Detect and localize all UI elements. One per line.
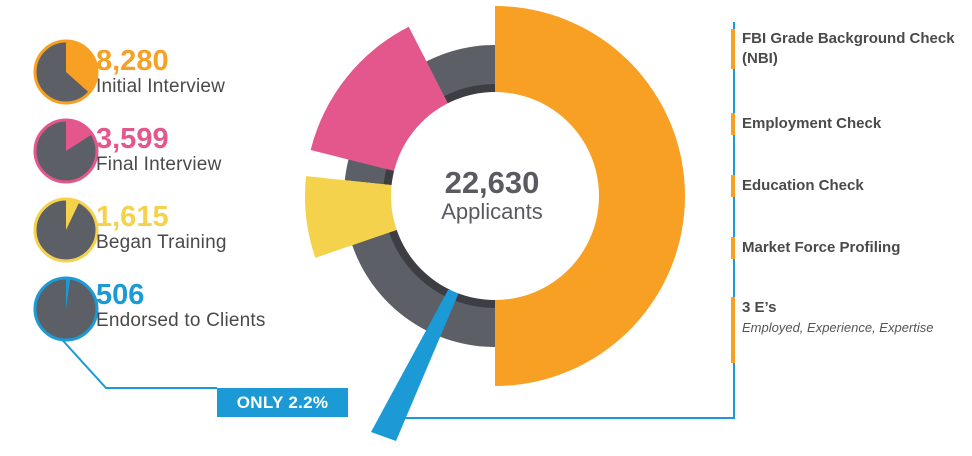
check-title: 3 E’s [742, 299, 777, 316]
check-fbi-background: FBI Grade Background Check (NBI) [742, 29, 962, 69]
stat-value: 3,599 [96, 123, 169, 155]
stat-pie-base [35, 199, 97, 261]
stat-label: Endorsed to Clients [96, 310, 266, 331]
check-market-force-profiling: Market Force Profiling [742, 238, 900, 258]
check-marker [731, 237, 735, 259]
stat-pies [33, 39, 99, 342]
check-subtitle: Employed, Experience, Expertise [742, 320, 934, 335]
center-total: 22,630 Applicants [400, 166, 584, 224]
check-marker [731, 297, 735, 363]
stat-pie-outline [33, 39, 99, 105]
check-education: Education Check [742, 176, 864, 196]
total-applicants-value: 22,630 [444, 165, 540, 200]
stat-final-interview: 3,599 Final Interview [96, 124, 222, 176]
stat-pie-slice [66, 278, 71, 309]
check-title: Market Force Profiling [742, 239, 901, 256]
check-employment: Employment Check [742, 114, 881, 134]
stat-label: Initial Interview [96, 76, 226, 97]
stat-began-training: 1,615 Began Training [96, 202, 227, 254]
check-markers [731, 29, 735, 363]
endorsed-connector-line [45, 321, 217, 389]
stat-initial-interview: 8,280 Initial Interview [96, 46, 225, 98]
stat-value: 506 [96, 279, 145, 311]
stat-pie-slice [66, 199, 80, 230]
stat-label: Began Training [96, 232, 227, 253]
stat-endorsed-to-clients: 506 Endorsed to Clients [96, 280, 266, 332]
stat-value: 8,280 [96, 45, 169, 77]
check-marker [731, 29, 735, 69]
check-marker [731, 113, 735, 135]
only-percent-badge: ONLY 2.2% [217, 388, 348, 417]
endorsed-wedge [371, 290, 460, 441]
stat-pie-outline [33, 118, 99, 184]
stat-value: 1,615 [96, 201, 169, 233]
stat-pie-outline [33, 276, 99, 342]
check-title: Employment Check [742, 115, 882, 132]
check-title: Education Check [742, 177, 864, 194]
stat-pie-base [35, 278, 97, 340]
stat-label: Final Interview [96, 154, 222, 175]
check-title: FBI Grade Background Check (NBI) [742, 30, 955, 67]
center-circle [391, 92, 599, 300]
stat-pie-outline [33, 197, 99, 263]
stat-pie-slice [66, 41, 97, 93]
check-marker [731, 175, 735, 197]
checks-connector-line [392, 22, 735, 419]
check-three-es: 3 E’s Employed, Experience, Expertise [742, 298, 933, 338]
total-applicants-label: Applicants [441, 199, 543, 224]
